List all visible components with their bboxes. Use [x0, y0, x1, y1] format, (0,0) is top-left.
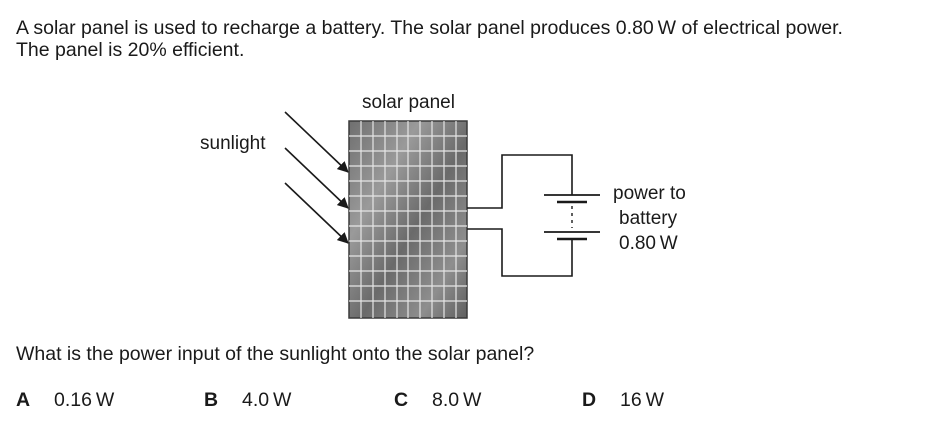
option-value: 4.0 W — [242, 389, 292, 411]
solar-panel — [348, 120, 468, 319]
option-letter: D — [582, 389, 597, 411]
stem-line-1: A solar panel is used to recharge a batt… — [16, 17, 843, 39]
answer-option-b[interactable]: B 4.0 W — [204, 389, 291, 412]
sunlight-ray-arrow — [284, 111, 349, 173]
wire-top — [467, 154, 573, 209]
sunlight-rays — [284, 111, 349, 244]
output-label-line2: battery — [619, 208, 678, 229]
output-label: power to battery 0.80 W — [613, 183, 686, 254]
solar-panel-label: solar panel — [362, 92, 455, 113]
answer-option-d[interactable]: D 16 W — [582, 389, 664, 412]
solar-cell-grid — [349, 121, 467, 318]
option-letter: C — [394, 389, 409, 411]
output-label-line1: power to — [613, 183, 686, 204]
wire-bottom — [467, 228, 573, 277]
answer-options: A 0.16 W B 4.0 W C 8.0 W D 16 W — [16, 389, 916, 413]
output-label-line3: 0.80 W — [619, 233, 678, 254]
answer-option-c[interactable]: C 8.0 W — [394, 389, 481, 412]
battery-icon — [544, 194, 600, 241]
sunlight-ray-arrow — [284, 182, 349, 244]
option-value: 8.0 W — [432, 389, 482, 411]
circuit-wires — [467, 154, 573, 277]
stem-line-2: The panel is 20% efficient. — [16, 39, 245, 61]
sunlight-ray-arrow — [284, 147, 349, 209]
option-letter: A — [16, 389, 31, 411]
option-value: 16 W — [620, 389, 664, 411]
answer-option-a[interactable]: A 0.16 W — [16, 389, 114, 412]
option-value: 0.16 W — [54, 389, 115, 411]
sunlight-label: sunlight — [200, 133, 266, 154]
option-letter: B — [204, 389, 219, 411]
question-stem: A solar panel is used to recharge a batt… — [16, 17, 921, 61]
question-text: What is the power input of the sunlight … — [16, 343, 535, 365]
